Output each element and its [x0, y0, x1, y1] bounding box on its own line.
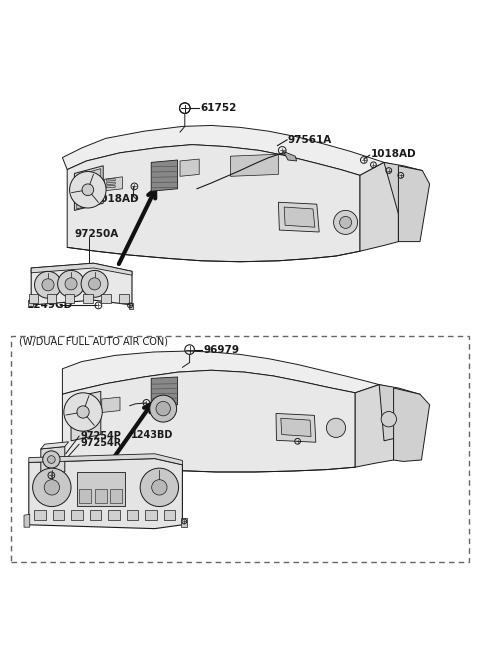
Text: 97250A: 97250A	[86, 470, 131, 480]
Polygon shape	[31, 263, 132, 305]
Polygon shape	[398, 166, 430, 241]
Circle shape	[64, 393, 102, 431]
Polygon shape	[74, 166, 103, 211]
Text: 97250A: 97250A	[74, 229, 119, 239]
Polygon shape	[31, 263, 132, 276]
Text: 96979: 96979	[204, 344, 240, 355]
Polygon shape	[62, 125, 384, 175]
Text: 1249GD: 1249GD	[26, 300, 72, 310]
Bar	[127, 510, 138, 520]
Circle shape	[33, 468, 71, 506]
Circle shape	[381, 411, 396, 427]
Circle shape	[152, 480, 167, 495]
Polygon shape	[41, 447, 65, 473]
Polygon shape	[355, 384, 394, 467]
Polygon shape	[67, 144, 360, 262]
Text: 1243BD: 1243BD	[131, 430, 173, 440]
Polygon shape	[62, 351, 379, 394]
Text: 97254R: 97254R	[80, 438, 121, 448]
Text: (W/DUAL FULL AUTO AIR CON): (W/DUAL FULL AUTO AIR CON)	[19, 337, 168, 346]
Polygon shape	[230, 154, 278, 176]
Polygon shape	[281, 419, 311, 436]
Polygon shape	[71, 392, 101, 441]
Text: 1018AD: 1018AD	[371, 150, 417, 159]
Bar	[90, 510, 101, 520]
Bar	[108, 510, 120, 520]
Bar	[79, 489, 91, 503]
Bar	[77, 472, 125, 506]
Circle shape	[35, 272, 61, 298]
Polygon shape	[394, 388, 430, 461]
Circle shape	[82, 184, 94, 195]
Polygon shape	[24, 514, 30, 527]
Bar	[65, 294, 74, 302]
Polygon shape	[77, 169, 101, 209]
Bar	[101, 294, 110, 302]
Bar	[47, 294, 57, 302]
Text: 1018AD: 1018AD	[94, 194, 139, 205]
Text: 97254P: 97254P	[80, 430, 121, 441]
Circle shape	[58, 270, 84, 297]
Polygon shape	[151, 377, 178, 406]
Polygon shape	[129, 303, 133, 309]
Circle shape	[140, 468, 179, 506]
Circle shape	[156, 401, 170, 416]
Polygon shape	[41, 441, 69, 449]
Polygon shape	[29, 459, 182, 529]
Polygon shape	[28, 300, 33, 306]
Bar	[164, 510, 175, 520]
Polygon shape	[384, 163, 422, 214]
Circle shape	[65, 277, 77, 290]
Polygon shape	[105, 177, 122, 191]
Polygon shape	[107, 182, 115, 184]
Polygon shape	[62, 370, 355, 472]
Bar	[34, 510, 46, 520]
Bar	[29, 294, 38, 302]
Polygon shape	[102, 397, 120, 413]
Circle shape	[70, 171, 106, 208]
Circle shape	[326, 419, 346, 438]
Polygon shape	[276, 413, 316, 442]
Polygon shape	[379, 384, 420, 441]
Circle shape	[43, 451, 60, 468]
Polygon shape	[29, 454, 182, 465]
Polygon shape	[284, 207, 315, 227]
Circle shape	[81, 270, 108, 297]
Bar	[110, 489, 122, 503]
Circle shape	[150, 395, 177, 422]
Polygon shape	[107, 186, 115, 188]
Polygon shape	[360, 163, 398, 251]
Polygon shape	[278, 202, 319, 232]
Bar	[95, 489, 107, 503]
Bar	[145, 510, 156, 520]
Circle shape	[48, 456, 55, 463]
Circle shape	[42, 279, 54, 291]
Bar	[119, 294, 129, 302]
FancyBboxPatch shape	[11, 336, 469, 562]
Polygon shape	[181, 518, 187, 527]
Polygon shape	[107, 178, 115, 181]
Text: 61752: 61752	[201, 103, 237, 113]
Circle shape	[339, 216, 351, 228]
Polygon shape	[180, 159, 199, 176]
Text: 97561A: 97561A	[288, 135, 332, 145]
Bar	[83, 294, 93, 302]
Circle shape	[77, 406, 89, 418]
Polygon shape	[283, 152, 297, 161]
Bar	[53, 510, 64, 520]
Circle shape	[334, 211, 358, 234]
Polygon shape	[151, 160, 178, 191]
Bar	[71, 510, 83, 520]
Circle shape	[88, 277, 101, 290]
Circle shape	[44, 480, 60, 495]
